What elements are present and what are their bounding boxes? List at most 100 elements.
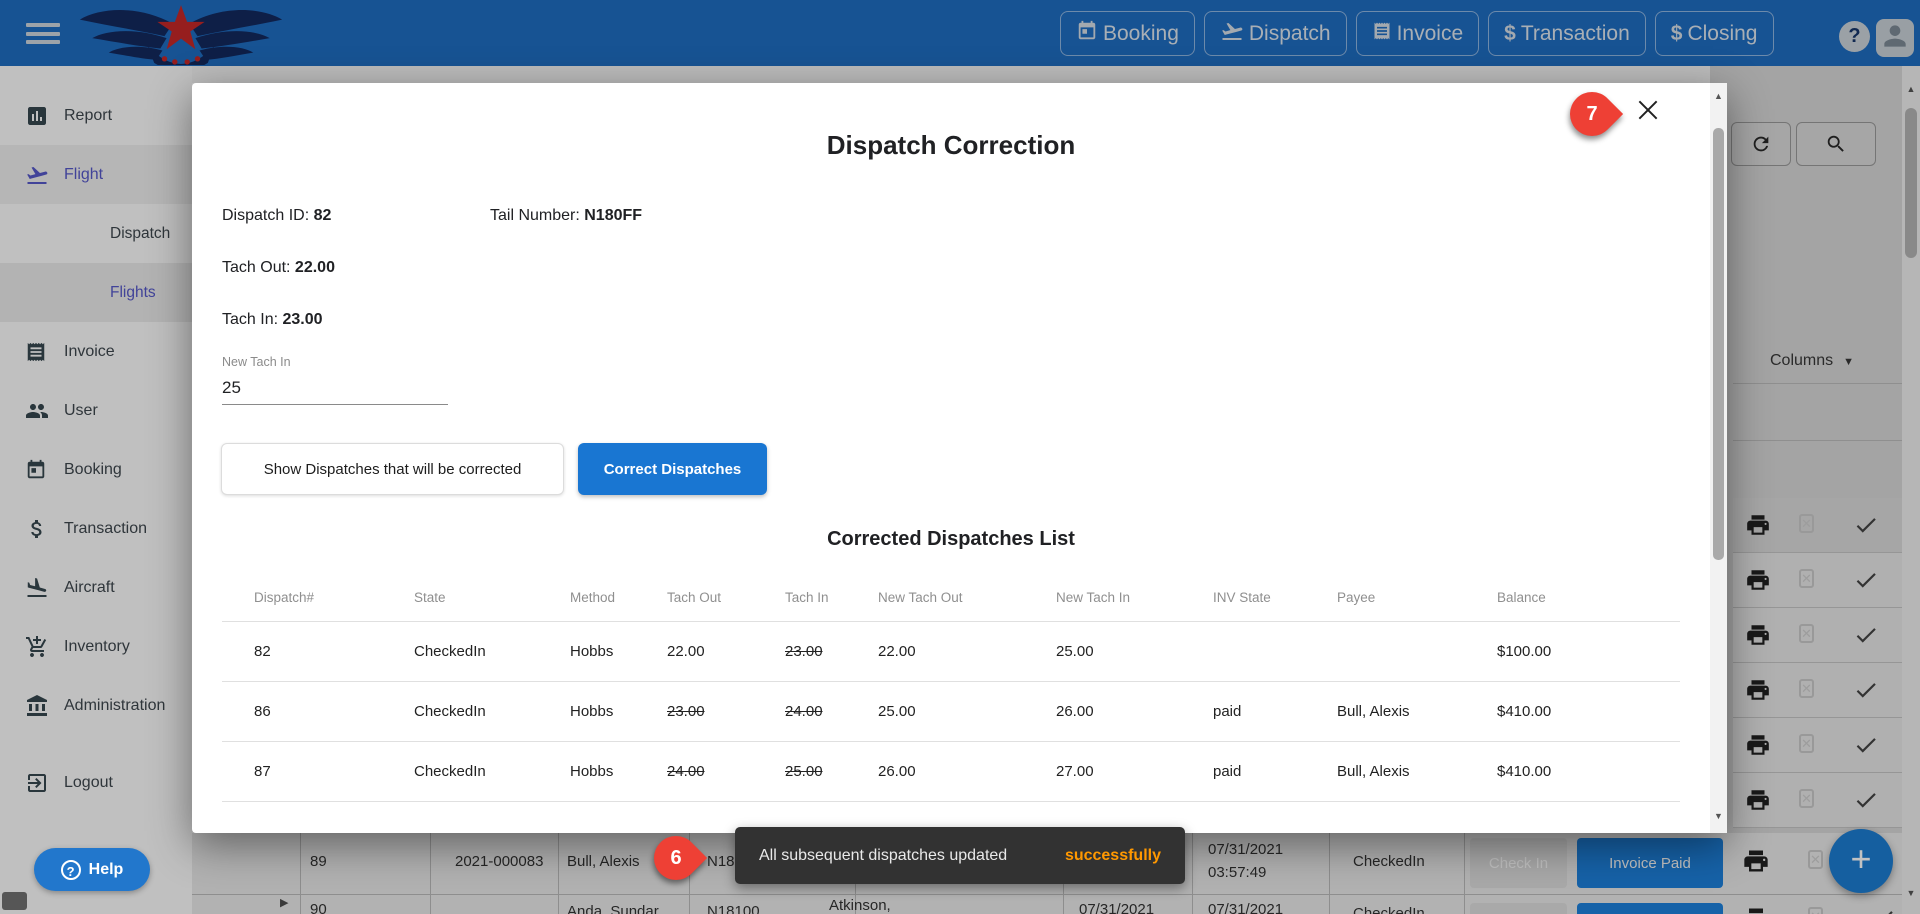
table-cell: Bull, Alexis xyxy=(1337,763,1410,780)
scrollbar-thumb[interactable] xyxy=(1905,108,1917,258)
check-icon[interactable] xyxy=(1853,512,1879,543)
scroll-down-icon[interactable]: ▼ xyxy=(1906,888,1916,898)
sidebar-item-label: Flights xyxy=(110,283,156,301)
print-icon[interactable] xyxy=(1745,677,1771,708)
help-icon[interactable]: ? xyxy=(1839,21,1870,52)
sidebar-item-administration[interactable]: Administration xyxy=(0,676,192,735)
check-icon[interactable] xyxy=(1853,677,1879,708)
booking-nav-button[interactable]: Booking xyxy=(1060,11,1195,56)
refresh-button[interactable] xyxy=(1731,122,1791,166)
table-header-cell: Tach In xyxy=(785,589,829,605)
sidebar-item-logout[interactable]: Logout xyxy=(0,753,192,812)
invoice-paid-button[interactable] xyxy=(1577,903,1723,914)
print-icon[interactable] xyxy=(1742,847,1770,880)
scroll-down-icon[interactable]: ▼ xyxy=(1714,811,1723,821)
cancel-icon[interactable]: ✕ xyxy=(1799,734,1814,753)
cancel-icon[interactable]: ✕ xyxy=(1808,850,1823,869)
invoice-nav-button[interactable]: Invoice xyxy=(1355,11,1480,56)
avatar[interactable] xyxy=(1876,19,1914,57)
help-button[interactable]: ? Help xyxy=(34,848,150,891)
columns-dropdown[interactable]: Columns ▼ xyxy=(1770,352,1854,370)
cart-icon xyxy=(26,635,47,657)
bg-cell-state: CheckedIn xyxy=(1353,853,1425,870)
sidebar-item-invoice[interactable]: Invoice xyxy=(0,322,192,381)
check-icon[interactable] xyxy=(1853,787,1879,818)
nav-label: Dispatch xyxy=(1248,21,1331,45)
annotation-badge-6: 6 xyxy=(644,826,708,890)
toast-status: successfully xyxy=(1064,846,1161,864)
check-in-button[interactable] xyxy=(1470,903,1567,914)
check-icon[interactable] xyxy=(1853,622,1879,653)
cancel-icon[interactable]: ✕ xyxy=(1799,514,1814,533)
cancel-icon[interactable]: ✕ xyxy=(1799,789,1814,808)
sidebar-item-aircraft[interactable]: Aircraft xyxy=(0,558,192,617)
sidebar-item-dispatch[interactable]: Dispatch xyxy=(0,204,192,263)
bg-cell-payee: Bull, Alexis xyxy=(567,853,640,870)
bg-cell-dispatch: 90 xyxy=(310,901,327,914)
corrected-dispatches-table: Dispatch# State Method Tach Out Tach In New T… xyxy=(222,573,1680,802)
print-icon[interactable] xyxy=(1745,512,1771,543)
field-value: 23.00 xyxy=(282,311,323,328)
scroll-right-icon[interactable]: ▶ xyxy=(280,897,289,909)
cancel-icon[interactable]: ✕ xyxy=(1799,679,1814,698)
scroll-up-icon[interactable]: ▲ xyxy=(1714,91,1723,101)
field-label: Tail Number: xyxy=(490,207,585,224)
table-header-cell: New Tach In xyxy=(1056,589,1131,605)
closing-nav-button[interactable]: $ Closing xyxy=(1654,11,1774,56)
menu-icon[interactable] xyxy=(26,23,60,44)
add-button[interactable]: + xyxy=(1829,829,1893,893)
print-icon[interactable] xyxy=(1742,905,1770,914)
sidebar-item-transaction[interactable]: Transaction xyxy=(0,499,192,558)
field-value: 22.00 xyxy=(294,259,335,276)
hscrollbar-thumb[interactable] xyxy=(2,892,27,910)
dialog-body: Dispatch Correction Dispatch ID: 82 Tail… xyxy=(192,83,1710,833)
correct-dispatches-button[interactable]: Correct Dispatches xyxy=(578,443,767,495)
search-button[interactable] xyxy=(1796,122,1876,166)
background-action-rows: ✕ ✕ ✕ ✕ ✕ ✕ xyxy=(1733,498,1902,828)
table-header-cell: Tach Out xyxy=(667,589,722,605)
scrollbar-thumb[interactable] xyxy=(1713,128,1724,560)
tach-in-field: Tach In: 23.00 xyxy=(222,311,323,329)
sidebar-item-flight[interactable]: Flight xyxy=(0,145,192,204)
dialog-scrollbar[interactable]: ▲ ▼ xyxy=(1710,83,1727,833)
print-icon[interactable] xyxy=(1745,567,1771,598)
cancel-icon[interactable]: ✕ xyxy=(1799,569,1814,588)
dispatch-nav-button[interactable]: Dispatch xyxy=(1203,11,1347,56)
close-icon[interactable] xyxy=(1635,97,1663,125)
transaction-nav-button[interactable]: $ Transaction xyxy=(1488,11,1646,56)
print-icon[interactable] xyxy=(1745,787,1771,818)
check-icon[interactable] xyxy=(1853,567,1879,598)
dialog-title: Dispatch Correction xyxy=(826,130,1076,160)
calendar-icon xyxy=(27,459,45,478)
invoice-paid-button[interactable]: Invoice Paid xyxy=(1577,838,1723,888)
sidebar-item-flights[interactable]: Flights xyxy=(0,263,192,322)
sidebar-item-booking[interactable]: Booking xyxy=(0,440,192,499)
sidebar-item-inventory[interactable]: Inventory xyxy=(0,617,192,676)
table-header-cell: INV State xyxy=(1213,589,1271,605)
print-icon[interactable] xyxy=(1745,622,1771,653)
check-icon[interactable] xyxy=(1870,905,1896,914)
divider xyxy=(1733,383,1902,384)
scroll-up-icon[interactable]: ▲ xyxy=(1906,84,1916,94)
table-cell: 25.00 xyxy=(1056,643,1094,660)
company-logo xyxy=(76,1,286,72)
dispatch-correction-dialog: Dispatch Correction Dispatch ID: 82 Tail… xyxy=(192,83,1727,833)
sidebar-item-label: Flight xyxy=(64,165,104,183)
page-scrollbar[interactable]: ▲ ▼ xyxy=(1902,66,1920,914)
show-dispatches-button[interactable]: Show Dispatches that will be corrected xyxy=(221,443,564,495)
cancel-icon[interactable]: ✕ xyxy=(1808,907,1823,914)
table-header-cell: State xyxy=(414,589,446,605)
table-cell: Hobbs xyxy=(570,763,614,780)
table-header-cell: Payee xyxy=(1337,589,1376,605)
bg-cell-payee: Anda, Sundar xyxy=(567,903,659,914)
cancel-icon[interactable]: ✕ xyxy=(1799,624,1814,643)
sidebar-item-report[interactable]: Report xyxy=(0,86,192,145)
new-tach-in-input[interactable] xyxy=(222,375,448,405)
sidebar-item-label: User xyxy=(64,401,98,419)
sidebar-item-user[interactable]: User xyxy=(0,381,192,440)
print-icon[interactable] xyxy=(1745,732,1771,763)
check-in-button[interactable]: Check In xyxy=(1470,838,1567,888)
new-tach-in-label: New Tach In xyxy=(222,355,291,369)
check-icon[interactable] xyxy=(1853,732,1879,763)
background-table-row: ✕ xyxy=(1733,718,1902,773)
